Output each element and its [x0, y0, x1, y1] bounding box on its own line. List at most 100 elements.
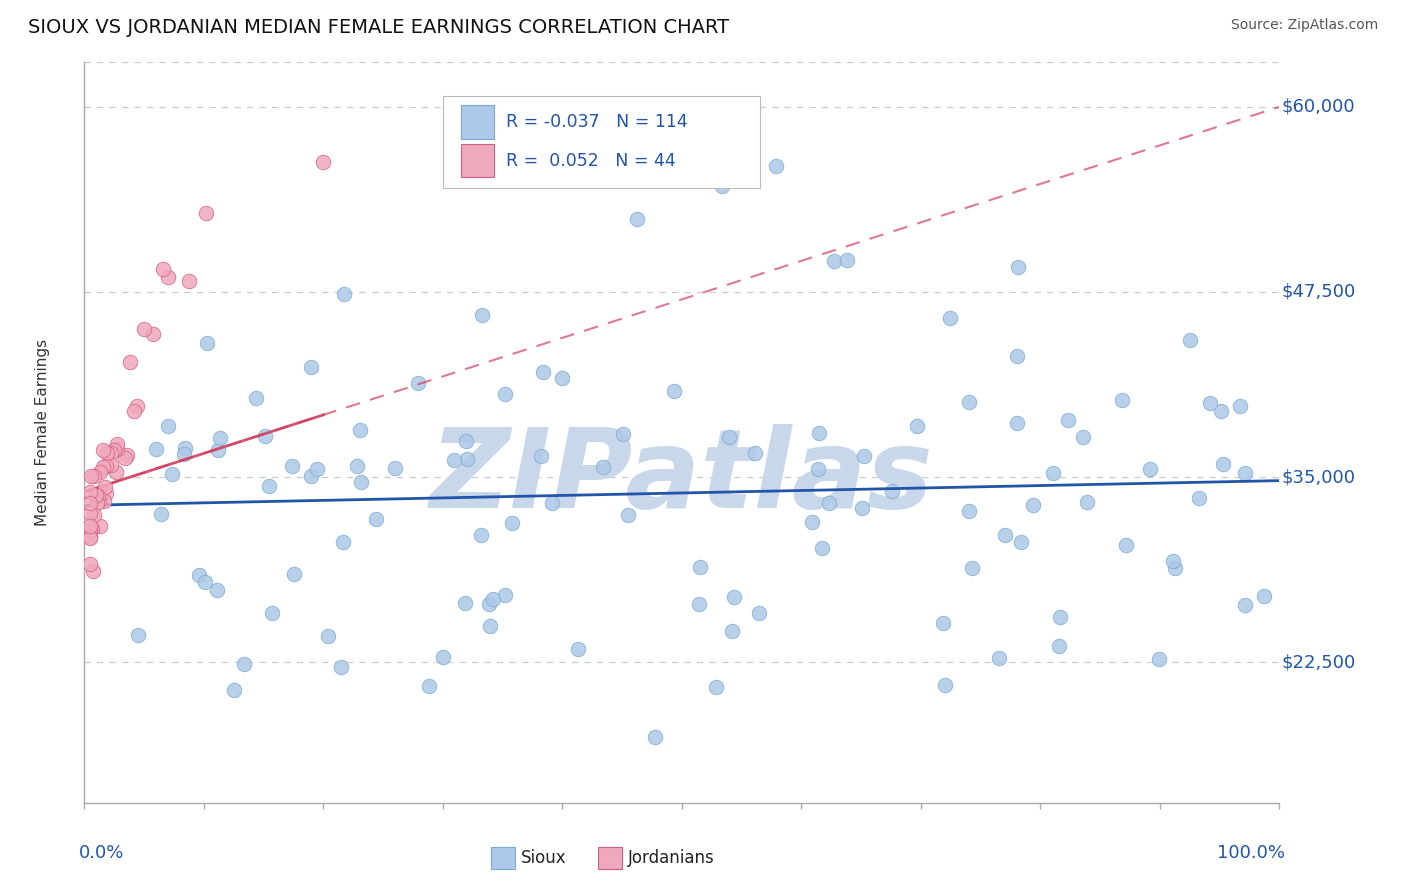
Point — [765, 159, 787, 173]
Point — [100, 458, 122, 473]
Point — [723, 591, 745, 605]
Point — [432, 650, 454, 665]
Point — [960, 560, 983, 574]
Point — [406, 376, 429, 390]
Point — [1229, 400, 1251, 414]
Point — [1147, 652, 1170, 666]
Point — [79, 523, 101, 537]
Point — [194, 206, 217, 220]
Point — [717, 430, 740, 444]
Point — [748, 606, 770, 620]
Point — [1199, 396, 1222, 410]
Point — [103, 443, 125, 458]
Point — [1178, 334, 1201, 348]
Point — [281, 459, 304, 474]
Point — [94, 480, 117, 494]
Point — [626, 212, 648, 227]
Point — [808, 426, 831, 441]
Point — [471, 308, 494, 322]
Text: $47,500: $47,500 — [1282, 283, 1357, 301]
Point — [800, 515, 823, 529]
Point — [91, 443, 114, 458]
Point — [364, 512, 387, 526]
Point — [1233, 598, 1256, 612]
Point — [89, 494, 111, 508]
Point — [932, 616, 955, 631]
Point — [350, 475, 373, 489]
Point — [1047, 640, 1070, 654]
Point — [1049, 610, 1071, 624]
Point — [157, 419, 180, 434]
Point — [245, 391, 267, 405]
Point — [616, 508, 638, 522]
Point — [711, 179, 734, 194]
Point — [1071, 430, 1094, 444]
Point — [482, 591, 505, 606]
Point — [299, 469, 322, 483]
Point — [174, 442, 197, 456]
Point — [105, 436, 128, 450]
Point — [689, 560, 711, 574]
Point — [494, 387, 516, 401]
Point — [86, 496, 108, 510]
Point — [349, 423, 371, 437]
Point — [905, 419, 928, 434]
Point — [1163, 554, 1185, 568]
Point — [957, 394, 980, 409]
Point — [934, 678, 956, 692]
Point — [533, 365, 555, 379]
Point — [333, 287, 356, 301]
Point — [644, 730, 666, 744]
Point — [150, 507, 173, 521]
Point — [173, 447, 195, 461]
Point — [307, 462, 329, 476]
Point — [939, 310, 962, 325]
Point — [501, 516, 523, 531]
FancyBboxPatch shape — [461, 105, 495, 138]
Point — [1233, 466, 1256, 480]
Text: Sioux: Sioux — [520, 849, 567, 867]
Point — [262, 606, 284, 620]
Text: $60,000: $60,000 — [1282, 98, 1355, 116]
FancyBboxPatch shape — [599, 847, 623, 870]
Point — [91, 460, 114, 475]
Point — [823, 254, 845, 268]
Point — [79, 519, 101, 533]
Point — [807, 462, 830, 476]
Point — [456, 434, 478, 448]
Point — [332, 535, 354, 549]
Text: $22,500: $22,500 — [1282, 653, 1357, 671]
Point — [96, 446, 118, 460]
Text: R = -0.037   N = 114: R = -0.037 N = 114 — [506, 113, 688, 131]
Point — [316, 629, 339, 643]
Point — [1212, 457, 1234, 471]
Point — [187, 568, 209, 582]
Point — [79, 485, 101, 500]
Point — [157, 269, 180, 284]
Point — [530, 449, 553, 463]
Point — [177, 274, 200, 288]
Text: R =  0.052   N = 44: R = 0.052 N = 44 — [506, 152, 676, 169]
Point — [851, 501, 873, 516]
Text: $35,000: $35,000 — [1282, 468, 1355, 486]
Point — [94, 486, 117, 500]
Point — [704, 680, 727, 694]
Text: 0.0%: 0.0% — [79, 844, 124, 862]
Point — [470, 528, 492, 542]
Point — [418, 679, 440, 693]
Text: ZIPatlas: ZIPatlas — [430, 424, 934, 531]
Point — [142, 326, 165, 341]
Point — [134, 321, 156, 335]
Point — [443, 452, 465, 467]
Point — [79, 531, 101, 545]
Point — [93, 494, 115, 508]
Point — [744, 446, 766, 460]
Point — [89, 519, 111, 533]
Point — [82, 564, 104, 578]
Point — [128, 628, 150, 642]
Point — [207, 443, 229, 458]
Point — [1209, 404, 1232, 418]
Point — [456, 452, 478, 467]
Point — [254, 429, 277, 443]
Point — [1056, 413, 1078, 427]
